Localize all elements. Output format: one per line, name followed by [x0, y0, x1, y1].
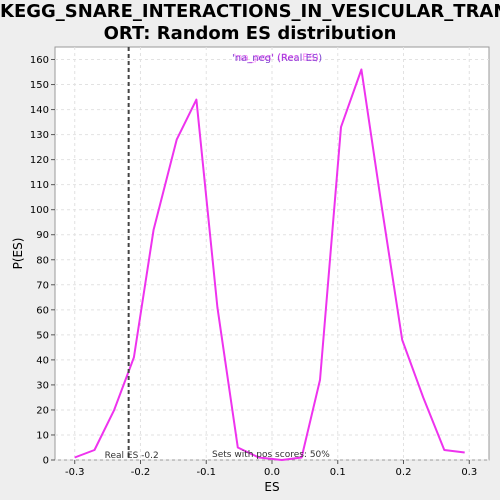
chart-title: KEGG_SNARE_INTERACTIONS_IN_VESICULAR_TRA… [0, 1, 500, 45]
pos-scores-annotation: Sets with pos scores: 50% [212, 450, 330, 460]
x-axis-label: ES [264, 480, 279, 494]
x-tick-label: 0.1 [330, 467, 346, 478]
legend-entry: 'na_pos' (Res ES) [234, 53, 319, 64]
y-tick-label: 30 [36, 380, 49, 391]
chart-title-line-2: ORT: Random ES distribution [103, 23, 397, 44]
y-axis-label: P(ES) [11, 238, 25, 270]
y-tick-label: 160 [30, 55, 49, 66]
y-axis-ticks: 0 10 20 30 40 50 60 70 80 90 100 110 120 130 140 150 160 [30, 55, 55, 467]
legend: 'na_neg' (Real ES)'na_pos' (Res ES) [232, 53, 322, 65]
x-gridlines [74, 47, 470, 460]
chart-title-line-1: KEGG_SNARE_INTERACTIONS_IN_VESICULAR_TRA… [0, 1, 500, 22]
y-tick-label: 50 [36, 330, 49, 341]
x-tick-label: 0.2 [396, 467, 412, 478]
y-tick-label: 120 [30, 155, 49, 166]
x-tick-label: 0.0 [264, 467, 280, 478]
series-group [74, 68, 465, 461]
real-es-annotation: Real ES -0.2 [105, 451, 159, 461]
legend-entry: 'na_neg' (Real ES) [232, 53, 322, 64]
y-tick-label: 130 [30, 130, 49, 141]
y-tick-label: 110 [30, 180, 49, 191]
y-tick-label: 40 [36, 355, 49, 366]
x-tick-label: -0.2 [131, 467, 151, 478]
y-tick-label: 150 [30, 80, 49, 91]
y-tick-label: 60 [36, 305, 49, 316]
y-tick-label: 0 [43, 456, 49, 467]
y-tick-label: 80 [36, 255, 49, 266]
y-tick-label: 140 [30, 105, 49, 116]
y-tick-label: 90 [36, 230, 49, 241]
x-tick-label: -0.1 [196, 467, 216, 478]
es-distribution-line [74, 68, 465, 461]
y-tick-label: 20 [36, 405, 49, 416]
x-axis-ticks: -0.3 -0.2 -0.1 0.0 0.1 0.2 0.3 [65, 460, 477, 478]
y-tick-label: 100 [30, 205, 49, 216]
y-tick-label: 10 [36, 430, 49, 441]
x-tick-label: -0.3 [65, 467, 85, 478]
x-tick-label: 0.3 [461, 467, 477, 478]
y-tick-label: 70 [36, 280, 49, 291]
